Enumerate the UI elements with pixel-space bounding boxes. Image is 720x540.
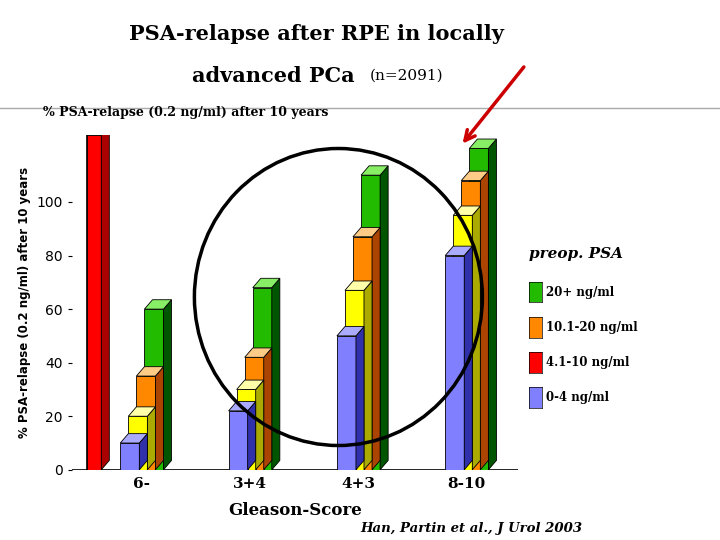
Text: 20+ ng/ml: 20+ ng/ml (546, 286, 614, 299)
Polygon shape (264, 348, 271, 470)
Polygon shape (271, 278, 280, 470)
Bar (345, 291, 364, 470)
Polygon shape (163, 300, 171, 470)
Bar (145, 309, 163, 470)
Polygon shape (472, 206, 480, 470)
Polygon shape (445, 246, 472, 255)
Bar (445, 255, 464, 470)
Bar (353, 237, 372, 470)
Text: (n=2091): (n=2091) (370, 69, 444, 83)
Polygon shape (120, 434, 148, 443)
Polygon shape (148, 407, 156, 470)
Polygon shape (128, 407, 156, 416)
Bar (128, 416, 148, 470)
Text: PSA-relapse after RPE in locally: PSA-relapse after RPE in locally (130, 24, 504, 44)
Polygon shape (248, 402, 256, 470)
Bar (245, 357, 264, 470)
Bar (469, 148, 488, 470)
Polygon shape (361, 166, 388, 175)
Text: Han, Partin et al., J Urol 2003: Han, Partin et al., J Urol 2003 (360, 522, 582, 535)
Polygon shape (464, 246, 472, 470)
Polygon shape (488, 139, 497, 470)
Polygon shape (237, 380, 264, 389)
Bar (120, 443, 140, 470)
Polygon shape (145, 300, 171, 309)
Polygon shape (253, 278, 280, 288)
Bar (86, 135, 102, 470)
Polygon shape (102, 126, 109, 470)
Bar (462, 180, 480, 470)
X-axis label: Gleason-Score: Gleason-Score (228, 502, 362, 519)
Polygon shape (229, 402, 256, 411)
Bar (136, 376, 156, 470)
Polygon shape (345, 281, 372, 291)
Polygon shape (356, 327, 364, 470)
Text: advanced PCa: advanced PCa (192, 65, 355, 86)
Polygon shape (364, 281, 372, 470)
Polygon shape (353, 227, 380, 237)
Bar (361, 175, 380, 470)
Polygon shape (136, 367, 163, 376)
Polygon shape (156, 367, 163, 470)
Bar (337, 336, 356, 470)
Bar (253, 288, 271, 470)
Bar (454, 215, 472, 470)
Text: 10.1-20 ng/ml: 10.1-20 ng/ml (546, 321, 637, 334)
Polygon shape (480, 171, 488, 470)
Polygon shape (140, 434, 148, 470)
Polygon shape (86, 126, 109, 135)
Polygon shape (372, 227, 380, 470)
Y-axis label: % PSA-relapse (0.2 ng/ml) after 10 years: % PSA-relapse (0.2 ng/ml) after 10 years (18, 167, 31, 438)
Polygon shape (256, 380, 264, 470)
Bar (237, 389, 256, 470)
Polygon shape (454, 206, 480, 215)
Polygon shape (245, 348, 271, 357)
Polygon shape (380, 166, 388, 470)
Polygon shape (337, 327, 364, 336)
Polygon shape (462, 171, 488, 180)
Text: preop. PSA: preop. PSA (529, 247, 624, 261)
Text: 4.1-10 ng/ml: 4.1-10 ng/ml (546, 356, 629, 369)
Text: 0-4 ng/ml: 0-4 ng/ml (546, 391, 609, 404)
Bar (229, 411, 248, 470)
Text: % PSA-relapse (0.2 ng/ml) after 10 years: % PSA-relapse (0.2 ng/ml) after 10 years (43, 106, 328, 119)
Polygon shape (469, 139, 497, 148)
